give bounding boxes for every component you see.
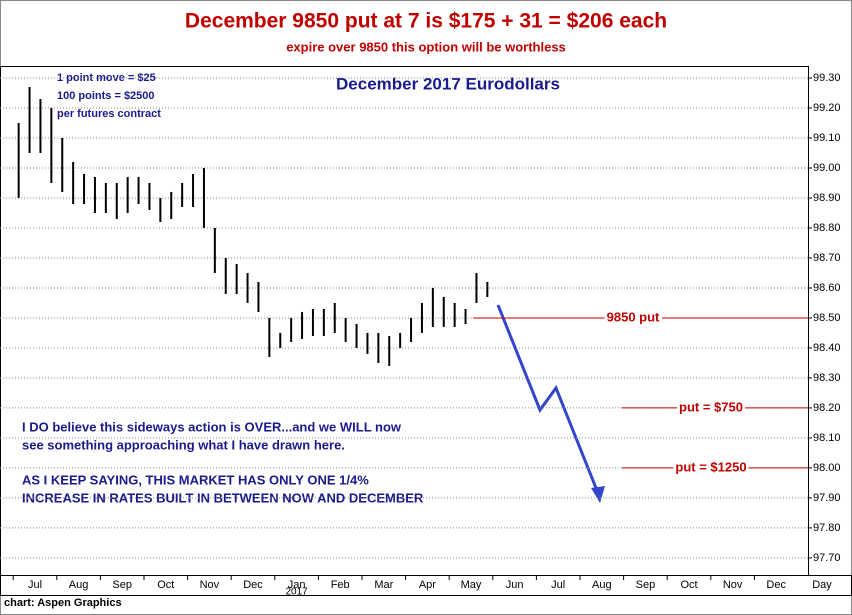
x-tick-label: Sep: [112, 579, 132, 591]
y-tick-label: 97.70: [813, 552, 841, 564]
y-tick-label: 99.10: [813, 132, 841, 144]
y-tick-label: 98.40: [813, 342, 841, 354]
x-tick-label: Sep: [636, 579, 656, 591]
x-tick-label: Jul: [551, 579, 565, 591]
forecast-arrow: [496, 304, 602, 499]
level-label: put = $750: [679, 399, 743, 414]
x-tick-label: Apr: [419, 579, 436, 591]
x-tick-label: Oct: [680, 579, 697, 591]
note: 100 points = $2500: [57, 90, 155, 102]
x-tick-label: Jun: [506, 579, 524, 591]
x-tick-label: May: [461, 579, 482, 591]
y-tick-label: 98.00: [813, 462, 841, 474]
y-tick-label: 98.10: [813, 432, 841, 444]
x-tick-label: Nov: [723, 579, 743, 591]
comment: I DO believe this sideways action is OVE…: [22, 419, 402, 434]
y-tick-label: 98.20: [813, 402, 841, 414]
level-label-bg: [673, 459, 749, 475]
x-tick-label: Oct: [157, 579, 174, 591]
level-label-bg: [677, 399, 745, 415]
year-label: 2017: [285, 587, 308, 598]
y-tick-label: 98.30: [813, 372, 841, 384]
arrow-head: [591, 486, 605, 503]
x-axis-label: Day: [812, 579, 832, 591]
y-tick-label: 97.80: [813, 522, 841, 534]
x-tick-label: Feb: [331, 579, 350, 591]
y-tick-label: 98.70: [813, 252, 841, 264]
x-tick-label: Nov: [200, 579, 220, 591]
level-label-bg: [604, 309, 663, 325]
note: 1 point move = $25: [57, 72, 156, 84]
x-tick-label: Dec: [766, 579, 786, 591]
chart-name: December 2017 Eurodollars: [336, 74, 560, 93]
y-tick-label: 98.80: [813, 222, 841, 234]
y-tick-label: 97.90: [813, 492, 841, 504]
level-label: put = $1250: [675, 459, 746, 474]
y-tick-label: 98.90: [813, 192, 841, 204]
credit: chart: Aspen Graphics: [4, 597, 122, 609]
x-tick-label: Jan: [288, 579, 306, 591]
comment: AS I KEEP SAYING, THIS MARKET HAS ONLY O…: [22, 472, 369, 487]
x-tick-label: Aug: [69, 579, 89, 591]
y-tick-label: 98.60: [813, 282, 841, 294]
x-tick-label: Mar: [374, 579, 393, 591]
note: per futures contract: [57, 108, 161, 120]
y-tick-label: 98.50: [813, 312, 841, 324]
title: December 9850 put at 7 is $175 + 31 = $2…: [185, 10, 667, 33]
comment: see something approaching what I have dr…: [22, 437, 345, 452]
y-tick-label: 99.00: [813, 162, 841, 174]
x-tick-label: Aug: [592, 579, 612, 591]
x-tick-label: Jul: [28, 579, 42, 591]
y-tick-label: 99.20: [813, 102, 841, 114]
x-tick-label: Dec: [243, 579, 263, 591]
y-tick-label: 99.30: [813, 72, 841, 84]
level-label: 9850 put: [607, 309, 660, 324]
subtitle: expire over 9850 this option will be wor…: [286, 39, 566, 54]
